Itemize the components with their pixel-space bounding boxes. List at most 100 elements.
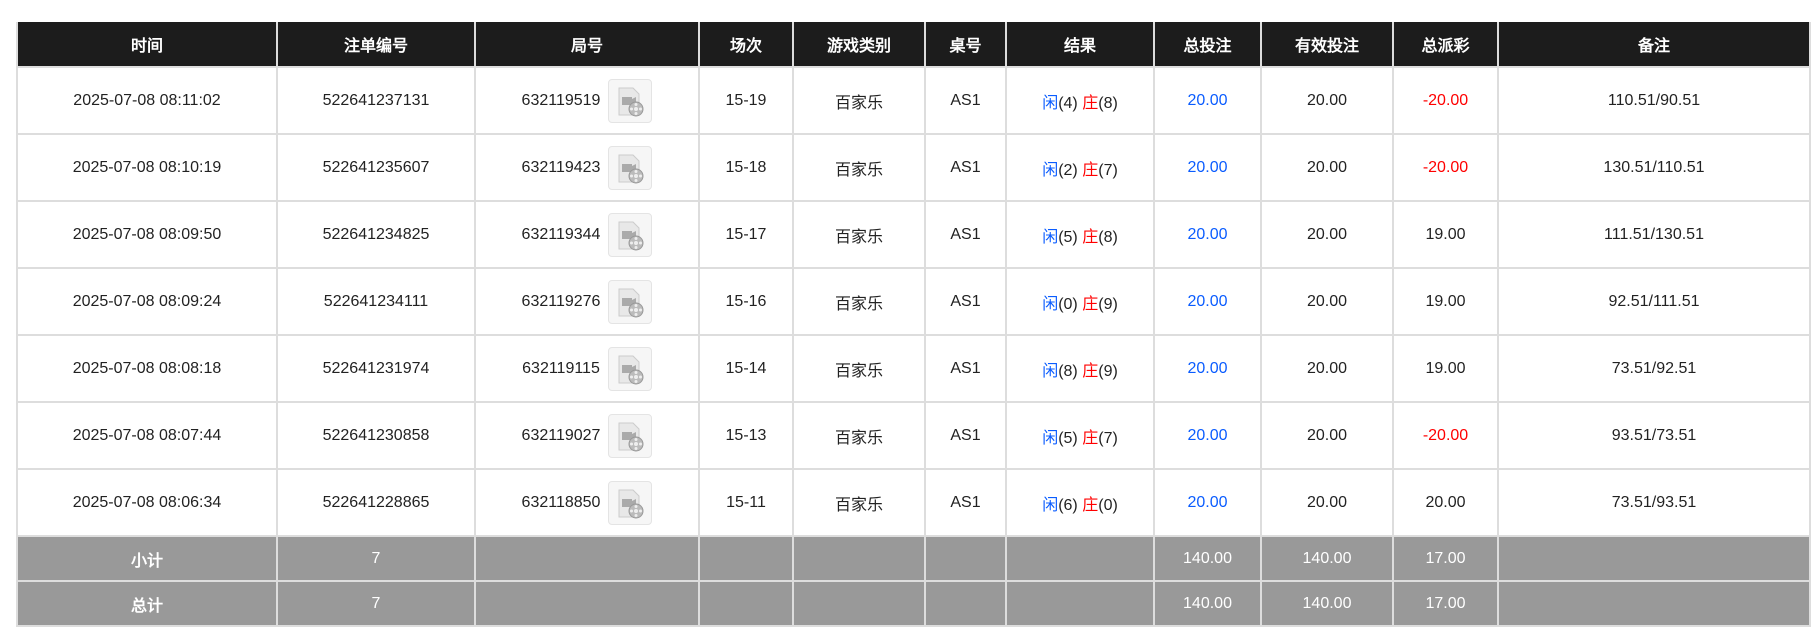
video-file-icon[interactable] — [608, 413, 653, 458]
table-no-cell: AS1 — [924, 200, 1007, 269]
empty-cell — [924, 535, 1007, 582]
banker-score: (8) — [1098, 228, 1118, 246]
empty-cell — [792, 580, 926, 627]
game-type-cell: 百家乐 — [792, 468, 926, 537]
payout-cell: -20.00 — [1392, 133, 1499, 202]
valid-bet-cell: 20.00 — [1260, 334, 1394, 403]
banker-score: (7) — [1098, 429, 1118, 447]
shoe-cell: 15-11 — [698, 468, 794, 537]
round-number: 632119423 — [521, 158, 601, 176]
player-label: 闲 — [1042, 429, 1059, 447]
total-bet-cell: 20.00 — [1153, 267, 1262, 336]
note-cell: 130.51/110.51 — [1497, 133, 1811, 202]
table-row: 2025-07-08 08:09:50 522641234825 6321193… — [16, 200, 1811, 269]
header-time: 时间 — [16, 22, 278, 68]
total-bet-cell: 20.00 — [1153, 334, 1262, 403]
time-cell: 2025-07-08 08:06:34 — [16, 468, 278, 537]
banker-label: 庄 — [1082, 496, 1099, 514]
time-cell: 2025-07-08 08:07:44 — [16, 401, 278, 470]
payout-cell: -20.00 — [1392, 66, 1499, 135]
time-cell: 2025-07-08 08:11:02 — [16, 66, 278, 135]
round-cell: 632119344 — [474, 200, 700, 269]
round-number: 632119519 — [521, 91, 601, 109]
video-file-icon[interactable] — [608, 480, 653, 525]
game-type-cell: 百家乐 — [792, 267, 926, 336]
video-file-icon[interactable] — [607, 346, 652, 391]
empty-cell — [474, 535, 700, 582]
valid-bet-cell: 20.00 — [1260, 133, 1394, 202]
note-cell: 92.51/111.51 — [1497, 267, 1811, 336]
round-number: 632119276 — [521, 292, 601, 310]
game-type-cell: 百家乐 — [792, 334, 926, 403]
total-count: 7 — [276, 580, 476, 627]
result-cell: 闲(2) 庄(7) — [1005, 133, 1155, 202]
subtotal-valid-bet: 140.00 — [1260, 535, 1394, 582]
header-note: 备注 — [1497, 22, 1811, 68]
bet-id-cell: 522641237131 — [276, 66, 476, 135]
total-bet-cell: 20.00 — [1153, 200, 1262, 269]
shoe-cell: 15-13 — [698, 401, 794, 470]
subtotal-total-bet: 140.00 — [1153, 535, 1262, 582]
video-file-icon[interactable] — [608, 145, 653, 190]
banker-score: (9) — [1098, 295, 1118, 313]
shoe-cell: 15-18 — [698, 133, 794, 202]
game-type-cell: 百家乐 — [792, 200, 926, 269]
player-score: (5) — [1058, 228, 1078, 246]
empty-cell — [1005, 535, 1155, 582]
result-cell: 闲(6) 庄(0) — [1005, 468, 1155, 537]
banker-label: 庄 — [1082, 295, 1099, 313]
empty-cell — [474, 580, 700, 627]
table-row: 2025-07-08 08:10:19 522641235607 6321194… — [16, 133, 1811, 202]
round-number: 632118850 — [521, 493, 601, 511]
note-cell: 111.51/130.51 — [1497, 200, 1811, 269]
video-file-icon[interactable] — [608, 212, 653, 257]
total-row: 总计 7 140.00 140.00 17.00 — [16, 580, 1811, 627]
game-type-cell: 百家乐 — [792, 66, 926, 135]
subtotal-count: 7 — [276, 535, 476, 582]
video-file-icon[interactable] — [608, 78, 653, 123]
round-number: 632119027 — [521, 426, 601, 444]
note-cell: 73.51/93.51 — [1497, 468, 1811, 537]
shoe-cell: 15-14 — [698, 334, 794, 403]
empty-cell — [1497, 535, 1811, 582]
total-payout: 17.00 — [1392, 580, 1499, 627]
total-total-bet: 140.00 — [1153, 580, 1262, 627]
banker-label: 庄 — [1082, 94, 1099, 112]
round-cell: 632119519 — [474, 66, 700, 135]
table-no-cell: AS1 — [924, 468, 1007, 537]
time-cell: 2025-07-08 08:09:24 — [16, 267, 278, 336]
player-label: 闲 — [1042, 295, 1059, 313]
result-cell: 闲(0) 庄(9) — [1005, 267, 1155, 336]
time-cell: 2025-07-08 08:08:18 — [16, 334, 278, 403]
banker-label: 庄 — [1082, 161, 1099, 179]
video-file-icon[interactable] — [608, 279, 653, 324]
game-type-cell: 百家乐 — [792, 401, 926, 470]
shoe-cell: 15-17 — [698, 200, 794, 269]
bet-id-cell: 522641235607 — [276, 133, 476, 202]
shoe-cell: 15-19 — [698, 66, 794, 135]
bet-id-cell: 522641231974 — [276, 334, 476, 403]
player-label: 闲 — [1042, 496, 1059, 514]
result-cell: 闲(8) 庄(9) — [1005, 334, 1155, 403]
subtotal-payout: 17.00 — [1392, 535, 1499, 582]
player-score: (5) — [1058, 429, 1078, 447]
table-row: 2025-07-08 08:09:24 522641234111 6321192… — [16, 267, 1811, 336]
valid-bet-cell: 20.00 — [1260, 468, 1394, 537]
round-cell: 632118850 — [474, 468, 700, 537]
banker-score: (9) — [1098, 362, 1118, 380]
player-label: 闲 — [1042, 362, 1059, 380]
shoe-cell: 15-16 — [698, 267, 794, 336]
bet-id-cell: 522641228865 — [276, 468, 476, 537]
empty-cell — [792, 535, 926, 582]
banker-label: 庄 — [1082, 228, 1099, 246]
payout-cell: -20.00 — [1392, 401, 1499, 470]
bet-id-cell: 522641230858 — [276, 401, 476, 470]
player-score: (0) — [1058, 295, 1078, 313]
round-cell: 632119115 — [474, 334, 700, 403]
valid-bet-cell: 20.00 — [1260, 200, 1394, 269]
player-score: (6) — [1058, 496, 1078, 514]
banker-label: 庄 — [1082, 429, 1099, 447]
header-shoe: 场次 — [698, 22, 794, 68]
banker-score: (7) — [1098, 161, 1118, 179]
total-valid-bet: 140.00 — [1260, 580, 1394, 627]
